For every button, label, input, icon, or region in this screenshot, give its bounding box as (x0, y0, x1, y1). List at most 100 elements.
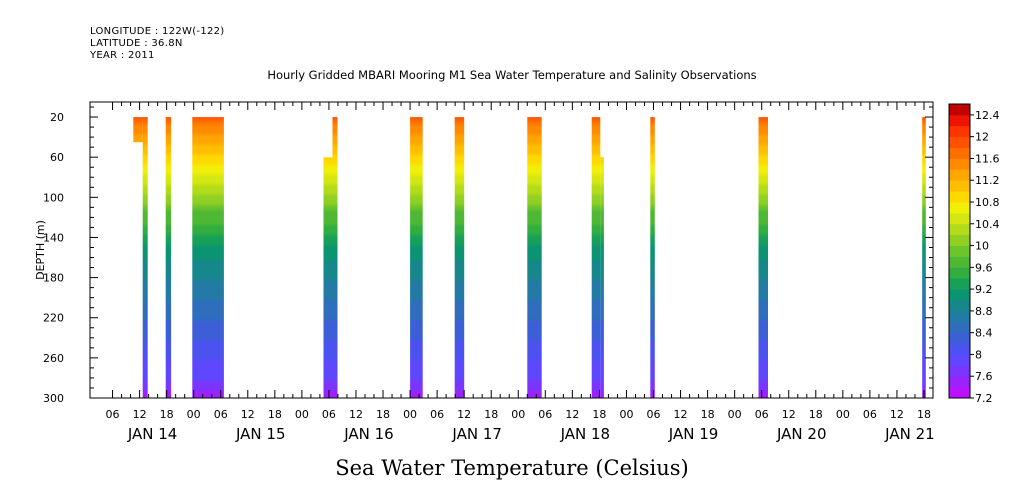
x-hour-label: 00 (403, 408, 417, 421)
x-hour-label: 12 (565, 408, 579, 421)
x-date-label: JAN 20 (776, 425, 827, 443)
colorbar-label: 8.8 (975, 305, 993, 318)
x-hour-label: 12 (133, 408, 147, 421)
colorbar-swatch (949, 332, 970, 344)
x-hour-label: 12 (349, 408, 363, 421)
colorbar-label: 7.2 (975, 392, 993, 405)
colorbar-swatch (949, 343, 970, 355)
colorbar-swatch (949, 223, 970, 236)
longitude-label: LONGITUDE : 122W(-122) (90, 26, 225, 37)
y-axis: 20 60 100 140 180 220 260 300 (43, 106, 933, 405)
x-date-label: JAN 16 (343, 425, 394, 443)
data-segments (133, 117, 926, 398)
x-date-label: JAN 18 (560, 425, 611, 443)
y-tick-label: 20 (50, 111, 64, 124)
colorbar-swatch (949, 278, 970, 290)
x-hour-label: 18 (268, 408, 282, 421)
colorbar-swatch (949, 114, 970, 127)
y-tick-label: 260 (43, 352, 64, 365)
colorbar-swatch (949, 180, 970, 192)
data-segment (133, 117, 143, 143)
colorbar-label: 8.4 (975, 327, 993, 340)
data-segment (192, 117, 224, 398)
x-date-label: JAN 21 (884, 425, 935, 443)
x-axis-label: Sea Water Temperature (Celsius) (335, 456, 689, 480)
data-segment (454, 117, 465, 398)
x-hour-label: 12 (457, 408, 471, 421)
y-tick-label: 60 (50, 151, 64, 164)
plot-frame (89, 101, 934, 399)
y-tick-label: 100 (43, 191, 64, 204)
x-hour-label: 12 (890, 408, 904, 421)
data-segment (650, 117, 655, 398)
colorbar-swatch (949, 158, 970, 170)
colorbar-label: 9.2 (975, 283, 993, 296)
x-hour-label: 00 (728, 408, 742, 421)
x-hour-label: 18 (701, 408, 715, 421)
colorbar-swatch (949, 234, 970, 246)
y-axis-label: DEPTH (m) (34, 220, 47, 280)
colorbar-label: 10.8 (975, 196, 1000, 209)
data-segment (165, 117, 172, 398)
colorbar-swatch (949, 300, 970, 312)
x-hour-label: 06 (863, 408, 877, 421)
x-date-label: JAN 14 (127, 425, 178, 443)
colorbar-swatch (949, 169, 970, 181)
data-segment (142, 117, 148, 398)
colorbar-swatch (949, 376, 970, 388)
x-hour-label: 18 (592, 408, 606, 421)
colorbar-swatch (949, 354, 970, 366)
colorbar-swatch (949, 136, 970, 148)
x-hour-label: 18 (917, 408, 931, 421)
x-axis: 06 12 18 00 06 12 18 00 06 12 18 00 06 12 18 00 06 12 18 00… (106, 102, 935, 443)
colorbar-label: 12.4 (975, 109, 1000, 122)
colorbar-swatch (949, 289, 970, 301)
colorbar-label: 11.2 (975, 174, 1000, 187)
y-tick-label: 180 (43, 272, 64, 285)
x-hour-label: 12 (241, 408, 255, 421)
colorbar-swatch (949, 365, 970, 377)
x-hour-label: 18 (809, 408, 823, 421)
chart-title: Hourly Gridded MBARI Mooring M1 Sea Wate… (267, 68, 756, 82)
colorbar: 12.4 12 11.6 11.2 10.8 10.4 10 9.6 9.2 8.8 8.4 8 7.6… (948, 103, 1000, 405)
colorbar-swatch (949, 245, 970, 257)
data-segment (332, 117, 338, 398)
colorbar-swatch (949, 125, 970, 138)
data-segment (600, 157, 604, 398)
x-hour-label: 18 (484, 408, 498, 421)
x-hour-label: 00 (295, 408, 309, 421)
colorbar-swatch (949, 267, 970, 279)
x-hour-label: 00 (187, 408, 201, 421)
colorbar-label: 12 (975, 131, 989, 144)
x-hour-label: 06 (430, 408, 444, 421)
data-segment (410, 117, 423, 398)
latitude-label: LATITUDE : 36.8N (90, 38, 183, 49)
y-tick-label: 220 (43, 312, 64, 325)
colorbar-label: 9.6 (975, 261, 993, 274)
colorbar-swatch (949, 256, 970, 268)
year-label: YEAR : 2011 (90, 50, 155, 61)
colorbar-label: 10 (975, 240, 989, 253)
data-segment (758, 117, 768, 398)
colorbar-swatch (949, 104, 970, 116)
colorbar-swatch (949, 147, 970, 159)
colorbar-swatch (949, 202, 970, 214)
x-hour-label: 12 (674, 408, 688, 421)
x-date-label: JAN 15 (235, 425, 286, 443)
colorbar-label: 11.6 (975, 152, 1000, 165)
colorbar-swatch (949, 387, 970, 399)
x-hour-label: 18 (376, 408, 390, 421)
x-hour-label: 06 (214, 408, 228, 421)
colorbar-swatch (949, 191, 970, 203)
colorbar-frame (948, 103, 971, 399)
x-hour-label: 12 (782, 408, 796, 421)
y-tick-label: 300 (43, 392, 64, 405)
data-segment (591, 117, 601, 398)
data-segment (922, 117, 926, 398)
x-hour-label: 06 (538, 408, 552, 421)
colorbar-swatch (949, 321, 970, 334)
x-date-label: JAN 17 (451, 425, 502, 443)
colorbar-label: 8 (975, 348, 982, 361)
colorbar-label: 10.4 (975, 218, 1000, 231)
